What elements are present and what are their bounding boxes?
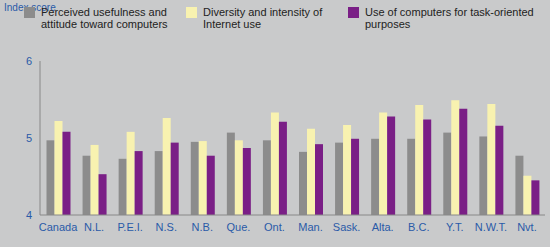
html-text:Perceived usefulness and attit: Perceived usefulness and attitude toward…	[41, 6, 168, 30]
svg-text:Canada: Canada	[39, 221, 78, 233]
svg-text:N.B.: N.B.	[192, 221, 213, 233]
svg-text:4: 4	[26, 209, 32, 221]
svg-text:5: 5	[26, 132, 32, 144]
svg-text:Ont.: Ont.	[264, 221, 285, 233]
svg-text:6: 6	[26, 55, 32, 67]
svg-text:Que.: Que.	[226, 221, 250, 233]
svg-text:Alta.: Alta.	[372, 221, 394, 233]
html-text:Use of computers for task-orie: Use of computers for task-oriented purpo…	[365, 6, 534, 30]
svg-text:N.L.: N.L.	[84, 221, 104, 233]
svg-text:P.E.I.: P.E.I.	[117, 221, 142, 233]
svg-text:N.W.T.: N.W.T.	[475, 221, 507, 233]
html-text:Index score: Index score	[4, 2, 56, 13]
svg-text:Sask.: Sask.	[333, 221, 361, 233]
svg-text:Man.: Man.	[298, 221, 322, 233]
svg-text:N.S.: N.S.	[156, 221, 177, 233]
html-text:Diversity and intensity of Int: Diversity and intensity of Internet use	[203, 6, 323, 30]
svg-text:B.C.: B.C.	[408, 221, 429, 233]
svg-text:Y.T.: Y.T.	[446, 221, 464, 233]
svg-text:Nvt.: Nvt.	[517, 221, 537, 233]
